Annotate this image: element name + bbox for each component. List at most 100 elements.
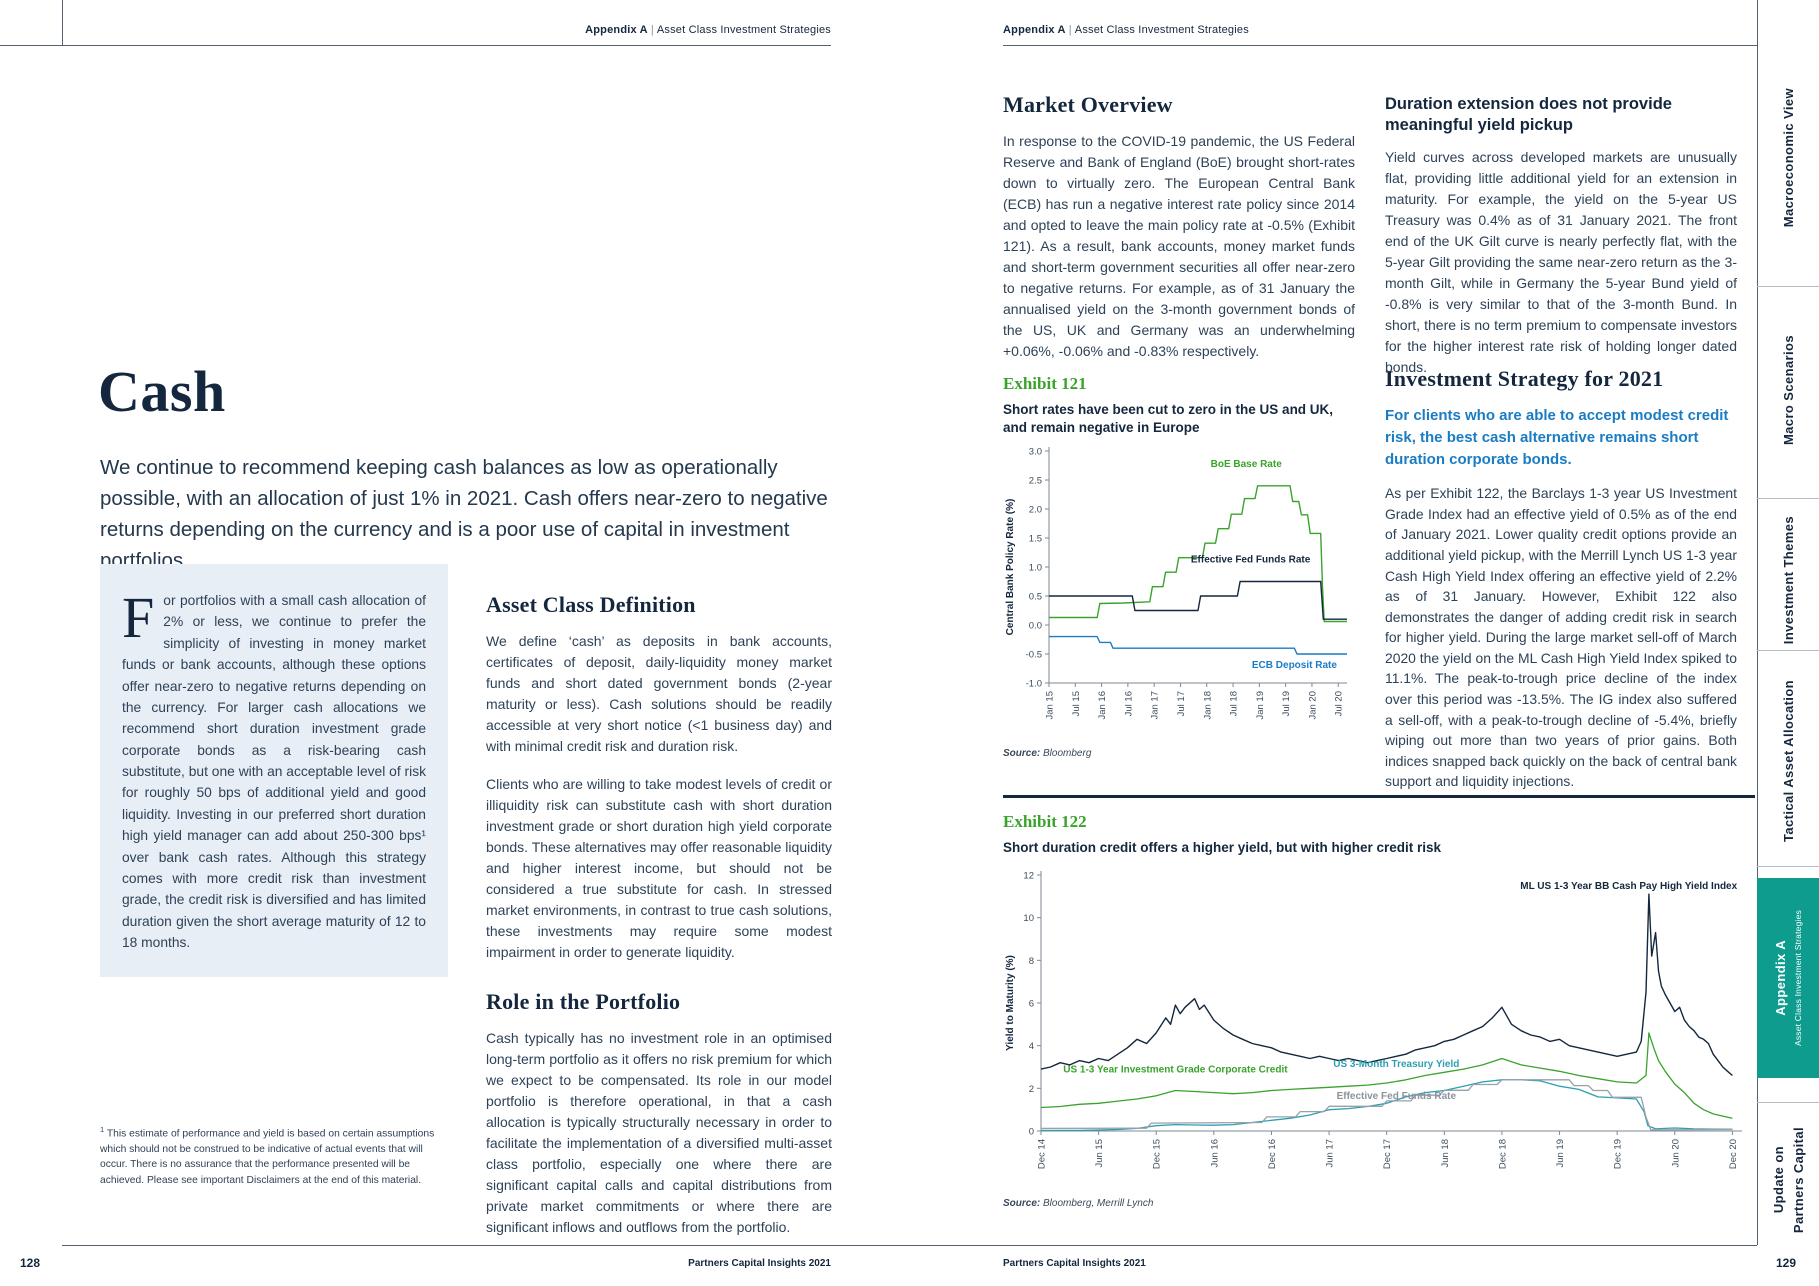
tab-label: Macro Scenarios: [1780, 334, 1796, 446]
tab-label: Tactical Asset Allocation: [1780, 679, 1796, 842]
svg-text:6: 6: [1029, 999, 1034, 1010]
footnote-marker: 1: [100, 1125, 105, 1134]
header-separator: |: [1068, 24, 1072, 36]
section-heading-investment-strategy: Investment Strategy for 2021: [1385, 366, 1664, 391]
page-title: Cash: [98, 359, 226, 424]
intro-paragraph: We continue to recommend keeping cash ba…: [100, 456, 828, 573]
exhibit-121-chart: 3.0 2.5 2.0 1.5 1.0 0.5 0.0 -0.5 -1.0 Jan 15 Jul 1…: [1003, 441, 1355, 746]
svg-text:Jun 19: Jun 19: [1555, 1139, 1566, 1168]
duration-paragraph: Yield curves across developed markets ar…: [1385, 149, 1737, 376]
svg-text:3.0: 3.0: [1029, 447, 1042, 458]
tab-label: Update on: [1770, 1146, 1786, 1214]
role-in-portfolio-paragraph: Cash typically has no investment role in…: [486, 1030, 832, 1235]
header-appendix-label: Appendix A: [1003, 24, 1066, 36]
exhibit-121-title: Exhibit 121: [1003, 374, 1087, 393]
svg-text:2.5: 2.5: [1029, 476, 1042, 487]
svg-text:Jul 16: Jul 16: [1123, 691, 1134, 716]
svg-text:US 1-3 Year Investment Grade C: US 1-3 Year Investment Grade Corporate C…: [1063, 1065, 1288, 1076]
footnote-text: This estimate of performance and yield i…: [100, 1128, 435, 1186]
svg-text:12: 12: [1023, 871, 1034, 882]
svg-text:-0.5: -0.5: [1026, 650, 1042, 661]
header-section-label: Asset Class Investment Strategies: [656, 24, 831, 36]
source-value: Bloomberg, Merrill Lynch: [1043, 1198, 1154, 1210]
svg-text:0.5: 0.5: [1029, 592, 1042, 603]
duration-section: Duration extension does not provide mean…: [1385, 94, 1737, 395]
tab-investment-themes[interactable]: Investment Themes: [1757, 505, 1819, 655]
feature-box-text: or portfolios with a small cash allocati…: [122, 593, 426, 950]
svg-text:Jan 15: Jan 15: [1045, 691, 1056, 720]
tab-separator: [1757, 286, 1819, 287]
tab-tactical-asset-allocation[interactable]: Tactical Asset Allocation: [1757, 658, 1819, 863]
svg-text:Jun 15: Jun 15: [1094, 1139, 1105, 1168]
footer-brand-right-page: Partners Capital Insights 2021: [1003, 1258, 1146, 1269]
left-page-right-column: Asset Class Definition We define ‘cash’ …: [486, 592, 832, 1255]
tab-update-on-partners-capital[interactable]: Update on Partners Capital: [1757, 1112, 1819, 1248]
tab-separator: [1757, 866, 1819, 867]
tab-separator: [1757, 650, 1819, 651]
svg-text:Dec 19: Dec 19: [1613, 1139, 1624, 1169]
tab-label: Investment Themes: [1780, 515, 1796, 645]
section-heading-market-overview: Market Overview: [1003, 92, 1173, 117]
exhibit-121-source: Source: Bloomberg: [1003, 748, 1355, 759]
svg-text:Central Bank Policy Rate (%): Central Bank Policy Rate (%): [1005, 499, 1016, 636]
header-appendix-label: Appendix A: [585, 24, 648, 36]
sidebar-vertical-rule: [1757, 0, 1758, 1245]
svg-text:Jun 18: Jun 18: [1440, 1139, 1451, 1168]
tab-macro-scenarios[interactable]: Macro Scenarios: [1757, 300, 1819, 480]
svg-text:Jun 20: Jun 20: [1670, 1139, 1681, 1168]
svg-text:Jun 17: Jun 17: [1325, 1139, 1336, 1168]
running-header-right-page: Appendix A | Asset Class Investment Strate…: [1003, 24, 1249, 36]
strategy-lead-statement: For clients who are able to accept modes…: [1385, 407, 1729, 468]
exhibit-122-title: Exhibit 122: [1003, 812, 1087, 831]
tab-sublabel: Asset Class Investment Strategies: [1793, 909, 1803, 1047]
svg-text:Jul 18: Jul 18: [1229, 691, 1240, 716]
svg-text:1.5: 1.5: [1029, 534, 1042, 545]
svg-text:Dec 15: Dec 15: [1152, 1139, 1163, 1169]
footnote: 1 This estimate of performance and yield…: [100, 1124, 438, 1188]
bottom-rule: [62, 1245, 1757, 1246]
tab-macroeconomic-view[interactable]: Macroeconomic View: [1757, 58, 1819, 258]
svg-text:Jan 17: Jan 17: [1150, 691, 1161, 720]
footer-brand-left-page: Partners Capital Insights 2021: [688, 1258, 831, 1269]
svg-text:US 3-Month Treasury Yield: US 3-Month Treasury Yield: [1333, 1059, 1459, 1070]
svg-text:2.0: 2.0: [1029, 505, 1042, 516]
exhibit-122-chart: 0 2 4 6 8 10 12 Dec 14 Jun 15 Dec 15 Jun 16 Dec 16 J…: [1003, 861, 1755, 1196]
svg-text:Dec 17: Dec 17: [1382, 1139, 1393, 1169]
svg-text:BoE Base Rate: BoE Base Rate: [1211, 460, 1283, 471]
svg-text:Jan 19: Jan 19: [1255, 691, 1266, 720]
source-label: Source:: [1003, 748, 1041, 760]
side-navigation: Macroeconomic View Macro Scenarios Inves…: [1757, 0, 1819, 1245]
tab-label: Appendix A: [1773, 940, 1788, 1016]
exhibit-121-subtitle: Short rates have been cut to zero in the…: [1003, 402, 1334, 436]
source-label: Source:: [1003, 1198, 1041, 1210]
svg-text:Jul 17: Jul 17: [1176, 691, 1187, 716]
svg-text:Jan 16: Jan 16: [1097, 691, 1108, 720]
duration-heading: Duration extension does not provide mean…: [1385, 95, 1672, 135]
page-number-right: 129: [1776, 1256, 1797, 1270]
svg-text:2: 2: [1029, 1084, 1034, 1095]
svg-text:Jul 20: Jul 20: [1334, 691, 1345, 716]
svg-text:4: 4: [1029, 1041, 1034, 1052]
exhibit-122: Exhibit 122 Short duration credit offers…: [1003, 795, 1755, 1209]
svg-text:Jul 15: Jul 15: [1071, 691, 1082, 716]
drop-cap: F: [122, 585, 155, 650]
top-tick-left-page: [62, 0, 63, 45]
tab-sublabel: Partners Capital: [1790, 1126, 1806, 1234]
svg-text:10: 10: [1023, 913, 1034, 924]
svg-text:ML US 1-3 Year BB Cash Pay Hig: ML US 1-3 Year BB Cash Pay High Yield In…: [1520, 881, 1737, 892]
exhibit-122-subtitle: Short duration credit offers a higher yi…: [1003, 840, 1442, 855]
top-rule-right-page: [1003, 45, 1757, 46]
svg-text:Dec 20: Dec 20: [1728, 1139, 1739, 1169]
section-heading-asset-class-definition: Asset Class Definition: [486, 592, 696, 617]
header-section-label: Asset Class Investment Strategies: [1074, 24, 1249, 36]
top-rule-left-page: [0, 45, 831, 46]
svg-text:Jan 18: Jan 18: [1202, 691, 1213, 720]
svg-text:Dec 14: Dec 14: [1037, 1139, 1048, 1169]
tab-separator: [1757, 1102, 1819, 1103]
svg-text:Dec 18: Dec 18: [1497, 1139, 1508, 1169]
svg-text:Jun 16: Jun 16: [1209, 1139, 1220, 1168]
svg-text:0.0: 0.0: [1029, 621, 1042, 632]
tab-appendix-a-active[interactable]: Appendix A Asset Class Investment Strate…: [1757, 878, 1819, 1078]
asset-class-definition-paragraph-1: We define ‘cash’ as deposits in bank acc…: [486, 633, 832, 754]
